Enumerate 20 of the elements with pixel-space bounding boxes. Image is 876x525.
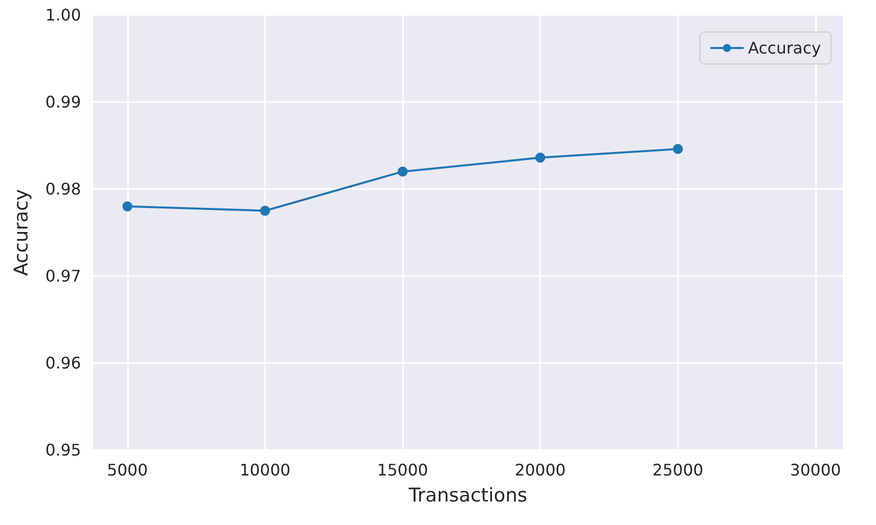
point: [672, 144, 683, 154]
x-tick-label: 15000: [377, 460, 428, 480]
y-tick-label: 0.97: [45, 266, 81, 286]
y-tick-label: 0.98: [45, 180, 81, 198]
x-tick-label: 10000: [240, 460, 290, 480]
y-tick-label: 0.95: [45, 440, 81, 460]
y-tick-label: 0.96: [45, 354, 81, 372]
y-axis-title: Accuracy: [10, 189, 32, 276]
point: [260, 206, 270, 216]
x-tick-label: 20000: [514, 460, 566, 480]
legend-label: Accuracy: [748, 38, 821, 58]
point: [122, 201, 132, 212]
x-axis-title: Transactions: [408, 484, 528, 506]
x-tick-label: 30000: [790, 460, 841, 480]
x-tick-label: 25000: [652, 460, 704, 480]
point: [398, 166, 408, 177]
x-tick-label: 5000: [107, 460, 148, 480]
y-tick-label: 0.99: [45, 92, 81, 112]
y-tick-label: 1.00: [45, 6, 81, 24]
point: [535, 152, 546, 163]
